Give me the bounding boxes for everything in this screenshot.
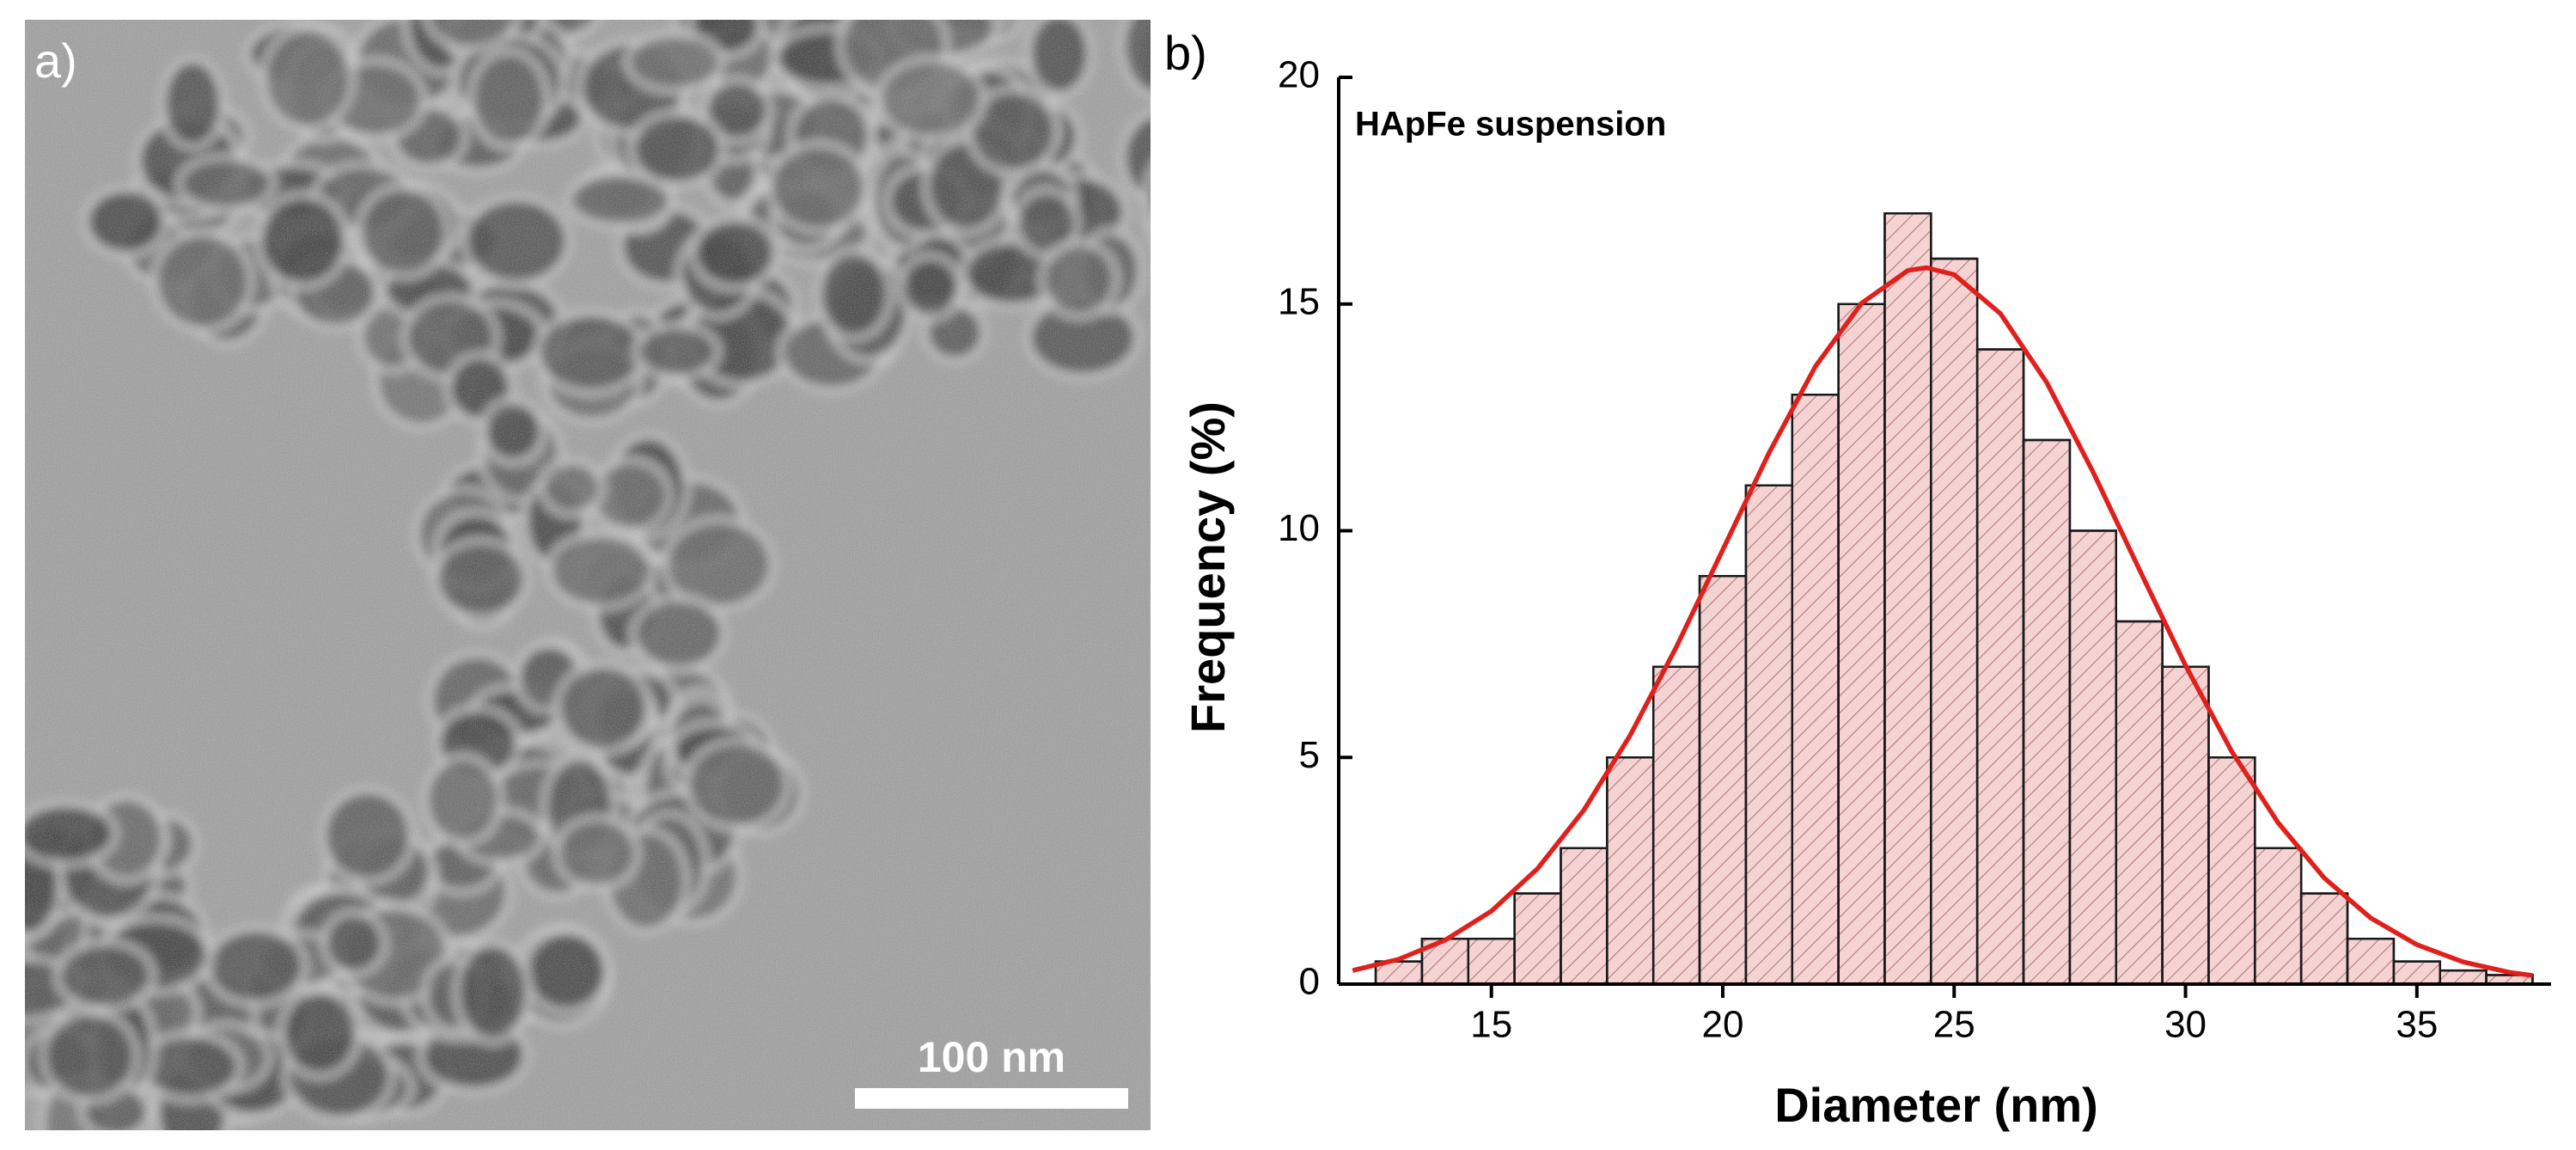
x-tick-label: 25 [1933,1004,1975,1046]
panel-label: a) [34,34,77,88]
bar-hatch [2299,892,2349,986]
x-tick-label: 15 [1470,1004,1512,1046]
x-tick-label: 35 [2396,1004,2438,1046]
panel-label: b) [1164,26,1207,80]
bar-hatch [2346,938,2396,986]
bar-hatch [1698,575,1748,986]
scale-bar-label: 100 nm [918,1033,1065,1081]
y-axis-title: Frequency (%) [1181,401,1235,733]
particle [0,945,13,1005]
fit-curve [1352,265,2533,978]
bar-hatch [1837,303,1886,986]
particle [0,892,11,985]
particle [1142,168,1151,238]
x-tick-label: 20 [1702,1004,1744,1046]
bar-hatch [2022,438,2072,986]
bar-hatch [2068,529,2118,986]
bar-hatch [1930,257,1979,986]
y-tick-label: 15 [1278,280,1320,322]
y-tick-label: 5 [1299,734,1320,776]
tem-image [0,0,1257,1130]
bar-hatch [1560,847,1608,986]
bar-hatch [1513,892,1562,986]
bar-hatch [1651,665,1701,986]
bar-hatch [2439,969,2487,986]
particle [1185,161,1257,247]
x-tick-label: 30 [2164,1004,2207,1046]
bar-hatch [2207,756,2256,986]
bar-hatch [1744,484,1794,986]
bar-hatch [2115,620,2164,986]
y-tick-label: 0 [1299,961,1320,1003]
bar-hatch [2254,847,2303,986]
bar-hatch [2161,665,2210,986]
bar-hatch [1975,348,2025,986]
particle [982,0,1052,7]
bar-hatch [1883,212,1932,986]
scale-bar [855,1088,1128,1109]
bar-hatch [2392,960,2441,986]
tem-grain [25,20,1151,1130]
y-tick-label: 20 [1278,54,1320,96]
annotation: HApFe suspension [1355,106,1666,144]
bar-hatch [1606,756,1655,986]
particle [1147,220,1151,241]
bar-hatch [1467,938,1516,986]
bar-hatch [1791,394,1840,986]
y-tick-label: 10 [1278,507,1320,549]
x-axis-title: Diameter (nm) [1774,1078,2098,1132]
